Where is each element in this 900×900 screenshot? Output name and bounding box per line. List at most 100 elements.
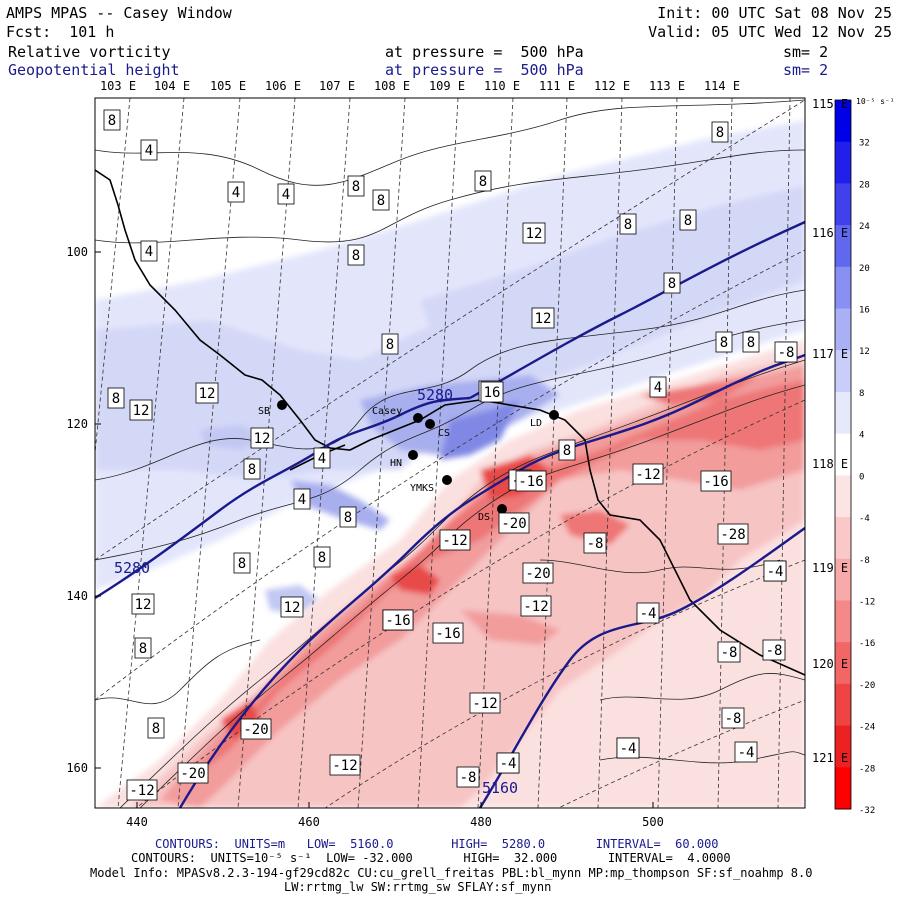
vorticity-contour-label: 8: [347, 244, 365, 266]
vorticity-contour-label: -20: [522, 562, 554, 584]
label-box: [679, 209, 697, 231]
label-box: [329, 754, 361, 776]
label-box: [619, 213, 637, 235]
vorticity-contour-label: 8: [313, 546, 331, 568]
station-label: SB: [258, 406, 270, 417]
station-label: YMKS: [410, 483, 434, 494]
label-box: [372, 189, 390, 211]
vorticity-value: -16: [435, 626, 460, 642]
vorticity-contour-label: 4: [277, 183, 295, 205]
longitude-label: 111 E: [539, 79, 575, 93]
colorbar-segment: [835, 141, 851, 184]
vorticity-value: 8: [716, 125, 724, 141]
colorbar-segment: [835, 225, 851, 268]
longitude-label: 118 E: [812, 457, 848, 471]
vorticity-value: -16: [385, 613, 410, 629]
label-box: [721, 707, 745, 729]
vorticity-contour-label: -12: [520, 595, 552, 617]
label-box: [469, 692, 501, 714]
vorticity-value: -4: [620, 741, 637, 757]
longitude-label: 112 E: [594, 79, 630, 93]
label-box: [515, 470, 547, 492]
vorticity-value: -20: [180, 766, 205, 782]
vorticity-contour-label: -4: [496, 752, 520, 774]
label-box: [763, 560, 787, 582]
field1-smoothing: sm= 2: [783, 43, 829, 61]
colorbar-label: -16: [859, 639, 875, 649]
vorticity-contour-label: 4: [140, 240, 158, 262]
vorticity-contour-label: -4: [734, 741, 758, 763]
label-box: [717, 641, 741, 663]
label-box: [227, 181, 245, 203]
label-box: [480, 381, 504, 403]
station-marker: [497, 504, 507, 514]
label-box: [649, 376, 667, 398]
colorbar-label: -12: [859, 597, 875, 607]
vorticity-contour-label: -16: [432, 622, 464, 644]
height-label: 5280: [417, 386, 453, 404]
vorticity-contour-label: -8: [774, 341, 798, 363]
vorticity-contour-label: 8: [715, 331, 733, 353]
vorticity-contour-label: -12: [126, 779, 158, 801]
vorticity-contour-label: 8: [339, 506, 357, 528]
vorticity-value: -20: [525, 566, 550, 582]
label-box: [734, 741, 758, 763]
vorticity-contour-label: -16: [382, 609, 414, 631]
vorticity-value: -8: [778, 345, 795, 361]
colorbar-segment: [835, 183, 851, 226]
label-box: [583, 532, 607, 554]
vorticity-contour-label: 8: [663, 272, 681, 294]
vorticity-value: 8: [352, 248, 360, 264]
label-box: [147, 717, 165, 739]
vorticity-value: 16: [484, 385, 501, 401]
longitude-label: 113 E: [649, 79, 685, 93]
height-label: 5160: [482, 779, 518, 797]
longitude-label: 121 E: [812, 751, 848, 765]
vorticity-contour-label: 12: [195, 382, 219, 404]
label-box: [522, 222, 546, 244]
vorticity-value: -20: [501, 516, 526, 532]
colorbar-label: -4: [859, 514, 870, 524]
colorbar-segment: [835, 725, 851, 768]
label-box: [339, 506, 357, 528]
colorbar-frame: [834, 99, 852, 810]
vorticity-contour-label: -16: [700, 470, 732, 492]
vorticity-labels: 8444888888481281288812812128448128812128…: [103, 109, 798, 801]
vorticity-value: -12: [442, 533, 467, 549]
vorticity-contour-label: 8: [558, 439, 576, 461]
y-tick-label: 100: [66, 245, 88, 259]
vorticity-contour-label: 4: [313, 447, 331, 469]
label-box: [774, 341, 798, 363]
vorticity-contour-label: -8: [456, 766, 480, 788]
label-box: [280, 596, 304, 618]
vorticity-value: 8: [377, 193, 385, 209]
x-tick-label: 500: [642, 815, 664, 829]
vorticity-value: -4: [738, 745, 755, 761]
vorticity-contour-label: -8: [717, 641, 741, 663]
valid-time: Valid: 05 UTC Wed 12 Nov 25: [648, 23, 892, 41]
label-box: [233, 552, 251, 574]
vorticity-value: -8: [460, 770, 477, 786]
colorbar-label: 4: [859, 431, 864, 441]
field1-name: Relative vorticity: [8, 43, 171, 61]
vorticity-contour-label: -12: [329, 754, 361, 776]
colorbar-segment: [835, 308, 851, 351]
longitude-label: 109 E: [429, 79, 465, 93]
vorticity-value: 8: [747, 335, 755, 351]
vorticity-value: 8: [563, 443, 571, 459]
label-box: [103, 109, 121, 131]
label-box: [522, 562, 554, 584]
station-label: Casey: [372, 406, 402, 417]
label-box: [439, 529, 471, 551]
label-box: [313, 546, 331, 568]
longitude-label: 114 E: [704, 79, 740, 93]
label-box: [711, 121, 729, 143]
vorticity-contour-label: 8: [347, 175, 365, 197]
vorticity-contour-label: 12: [131, 593, 155, 615]
vorticity-contour-label: 4: [293, 488, 311, 510]
station-marker: [408, 450, 418, 460]
colorbar-label: -20: [859, 681, 875, 691]
label-box: [347, 175, 365, 197]
station-marker: [425, 419, 435, 429]
